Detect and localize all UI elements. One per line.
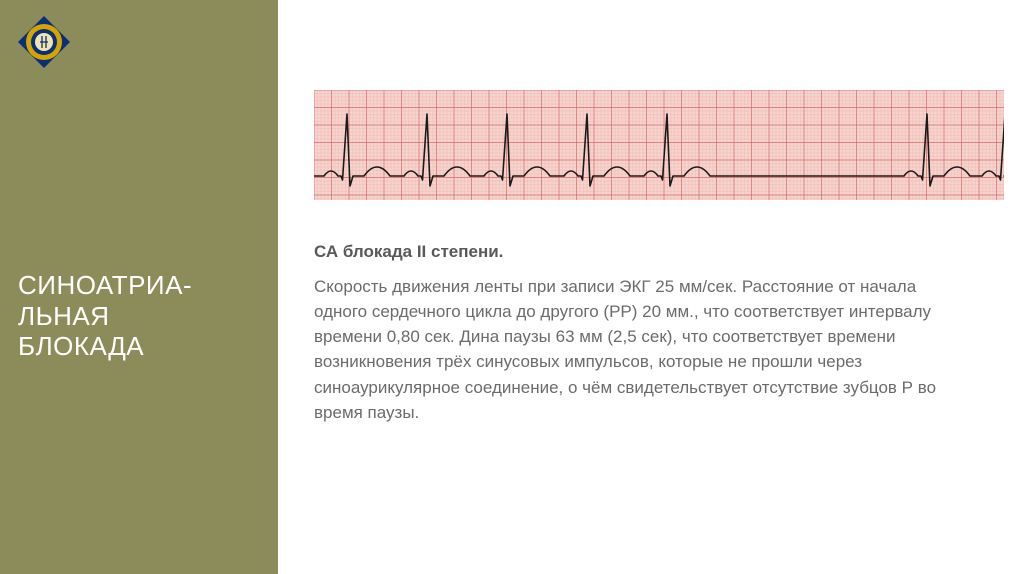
title-line: БЛОКАДА: [18, 331, 144, 361]
title-line: ЛЬНАЯ: [18, 301, 110, 331]
content-subtitle: СА блокада II степени.: [314, 242, 954, 262]
content-body: Скорость движения ленты при записи ЭКГ 2…: [314, 274, 954, 425]
content-area: СА блокада II степени. Скорость движения…: [278, 0, 1024, 574]
text-block: СА блокада II степени. Скорость движения…: [314, 242, 954, 425]
sidebar-title: СИНОАТРИА- ЛЬНАЯ БЛОКАДА: [18, 270, 254, 362]
ecg-chart: [314, 90, 1004, 200]
sidebar: СИНОАТРИА- ЛЬНАЯ БЛОКАДА: [0, 0, 278, 574]
title-line: СИНОАТРИА-: [18, 270, 192, 300]
institution-logo: [16, 14, 72, 70]
